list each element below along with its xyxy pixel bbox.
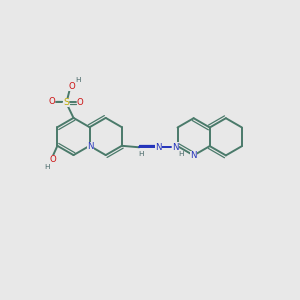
Text: O: O (68, 82, 75, 91)
Text: H: H (76, 77, 81, 83)
Text: N: N (190, 152, 197, 160)
Text: O: O (49, 155, 56, 164)
Text: H: H (178, 151, 184, 157)
Text: O: O (77, 98, 83, 107)
Text: N: N (155, 142, 162, 152)
Text: H: H (45, 164, 50, 170)
Text: H: H (138, 151, 143, 157)
Text: N: N (87, 142, 94, 151)
Text: S: S (63, 98, 69, 107)
Text: N: N (172, 142, 179, 152)
Text: O: O (49, 97, 55, 106)
